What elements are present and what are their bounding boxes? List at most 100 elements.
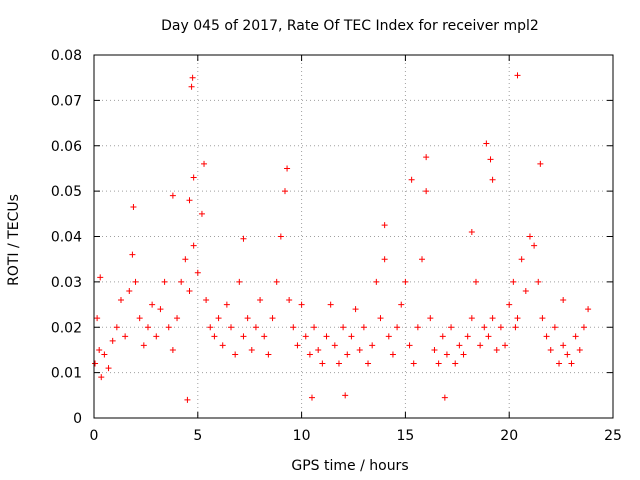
data-point xyxy=(126,287,133,294)
data-point xyxy=(136,315,143,322)
x-tick-label: 25 xyxy=(604,428,622,444)
data-point xyxy=(252,324,259,331)
data-point xyxy=(580,324,587,331)
data-point xyxy=(502,342,509,349)
x-tick-label: 10 xyxy=(293,428,311,444)
data-point xyxy=(344,351,351,358)
data-point xyxy=(435,360,442,367)
data-point xyxy=(186,197,193,204)
data-point xyxy=(228,324,235,331)
x-tick-label: 0 xyxy=(90,428,99,444)
data-point xyxy=(514,72,521,79)
data-point xyxy=(240,235,247,242)
data-point xyxy=(512,324,519,331)
data-point xyxy=(130,204,137,211)
data-point xyxy=(506,301,513,308)
data-point xyxy=(568,360,575,367)
data-point xyxy=(257,297,264,304)
data-point xyxy=(277,233,284,240)
data-point xyxy=(198,210,205,217)
data-point xyxy=(423,154,430,161)
data-point xyxy=(518,256,525,263)
data-point xyxy=(360,324,367,331)
data-point xyxy=(394,324,401,331)
data-point xyxy=(385,333,392,340)
data-point xyxy=(169,192,176,199)
data-point xyxy=(182,256,189,263)
data-point xyxy=(219,342,226,349)
data-point xyxy=(489,315,496,322)
data-point xyxy=(94,315,101,322)
data-point xyxy=(402,278,409,285)
data-point xyxy=(298,301,305,308)
data-point xyxy=(269,315,276,322)
data-point xyxy=(489,176,496,183)
data-point xyxy=(215,315,222,322)
data-point xyxy=(149,301,156,308)
data-point xyxy=(560,342,567,349)
grid-lines xyxy=(94,55,613,418)
data-point xyxy=(98,374,105,381)
x-axis-label: GPS time / hours xyxy=(291,458,408,474)
data-point xyxy=(311,324,318,331)
data-point xyxy=(441,394,448,401)
data-point xyxy=(468,228,475,235)
data-point xyxy=(342,392,349,399)
data-point xyxy=(96,346,103,353)
data-point xyxy=(281,188,288,195)
data-point xyxy=(414,324,421,331)
data-point xyxy=(348,333,355,340)
data-point xyxy=(186,287,193,294)
data-point xyxy=(356,346,363,353)
data-point xyxy=(273,278,280,285)
data-point xyxy=(493,346,500,353)
data-point xyxy=(483,140,490,147)
data-point xyxy=(189,74,196,81)
data-point xyxy=(201,160,208,167)
x-tick-label: 20 xyxy=(500,428,518,444)
data-point xyxy=(169,346,176,353)
data-point xyxy=(526,233,533,240)
data-point xyxy=(464,333,471,340)
data-point xyxy=(117,297,124,304)
y-tick-label: 0 xyxy=(73,411,82,427)
data-point xyxy=(377,315,384,322)
data-point xyxy=(439,333,446,340)
data-point xyxy=(497,324,504,331)
data-point xyxy=(140,342,147,349)
data-point xyxy=(564,351,571,358)
data-point xyxy=(481,324,488,331)
data-point xyxy=(398,301,405,308)
data-point xyxy=(369,342,376,349)
data-point xyxy=(537,160,544,167)
data-point xyxy=(294,342,301,349)
x-tick-label: 5 xyxy=(193,428,202,444)
data-point xyxy=(165,324,172,331)
data-point xyxy=(223,301,230,308)
data-point xyxy=(406,342,413,349)
data-point xyxy=(132,278,139,285)
data-point xyxy=(129,251,136,258)
axis-tick-labels: 0 5 10 15 20 25 0 0.01 0.02 0.03 0.04 0.05 0.06 0.07 0… xyxy=(51,48,622,444)
y-tick-label: 0.08 xyxy=(51,48,82,64)
data-point xyxy=(203,297,210,304)
data-point xyxy=(381,222,388,229)
data-point xyxy=(144,324,151,331)
data-point xyxy=(105,365,112,372)
data-point xyxy=(510,278,517,285)
scatter-points xyxy=(92,72,592,403)
data-point xyxy=(190,242,197,249)
data-point xyxy=(161,278,168,285)
data-point xyxy=(452,360,459,367)
data-point xyxy=(302,333,309,340)
y-tick-label: 0.01 xyxy=(51,366,82,382)
data-point xyxy=(487,156,494,163)
data-point xyxy=(248,346,255,353)
data-point xyxy=(232,351,239,358)
data-point xyxy=(319,360,326,367)
data-point xyxy=(408,176,415,183)
data-point xyxy=(153,333,160,340)
x-tick-label: 15 xyxy=(396,428,414,444)
